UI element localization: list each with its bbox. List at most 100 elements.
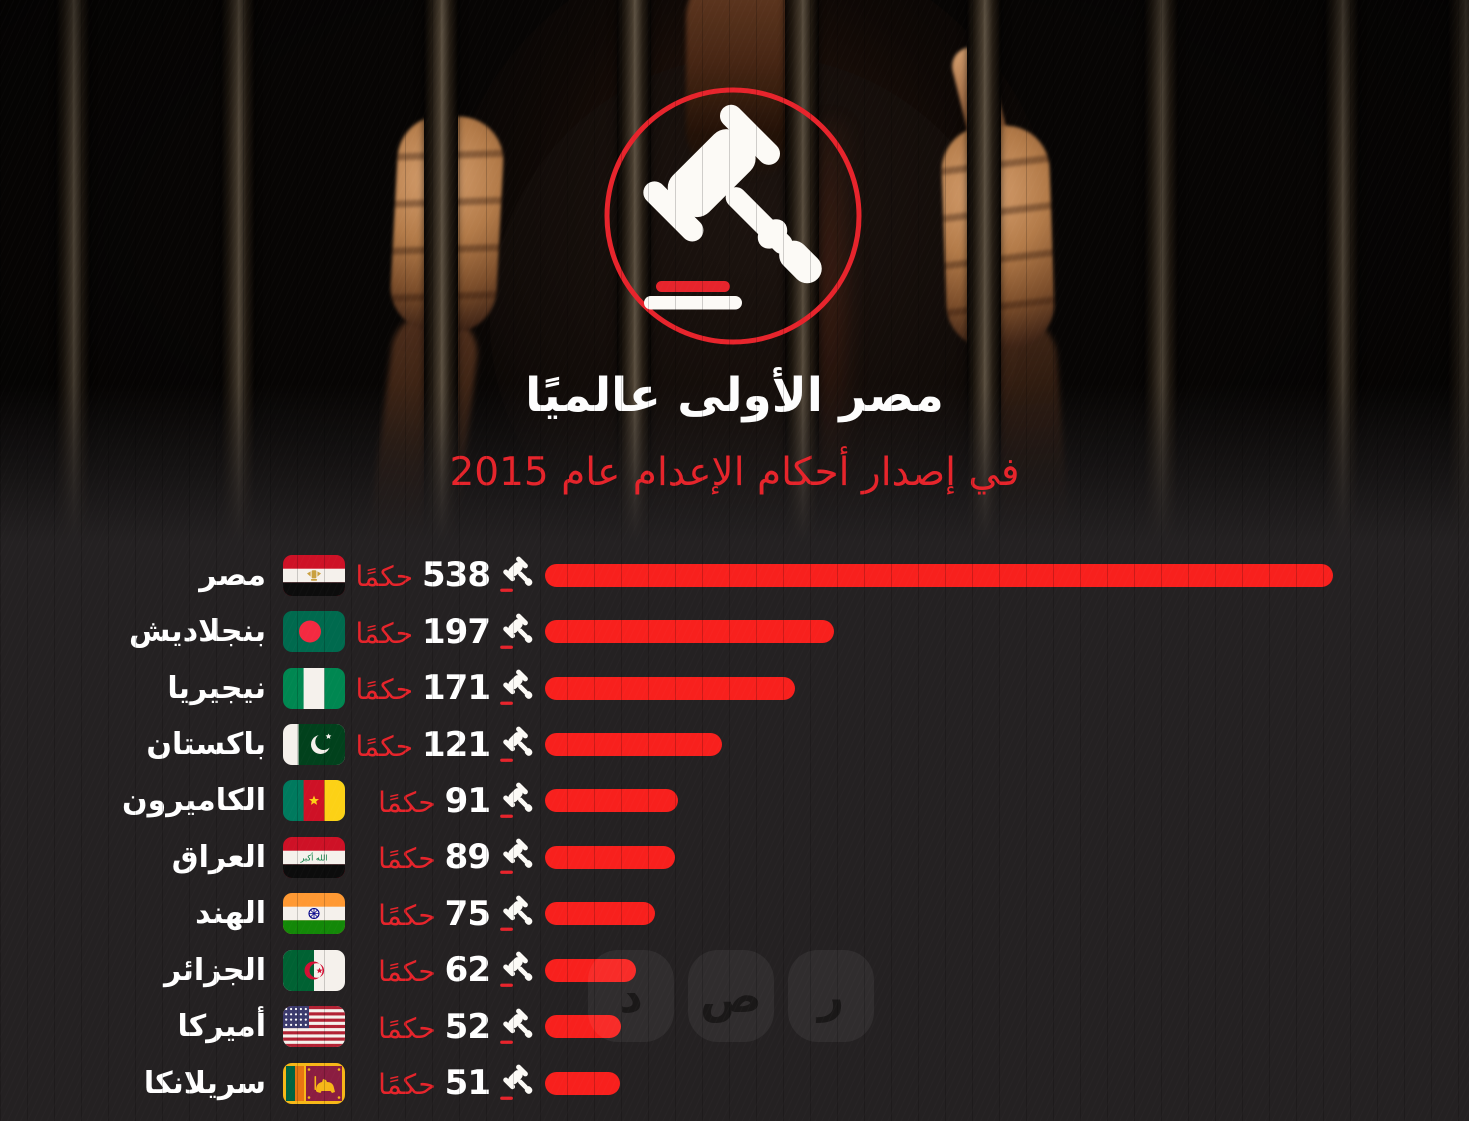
country-name: العراق bbox=[171, 839, 266, 875]
watermark-square: ر bbox=[788, 950, 874, 1042]
gavel-badge-icon bbox=[604, 87, 862, 345]
value-bar bbox=[545, 733, 722, 757]
bar-track bbox=[545, 902, 1469, 926]
country-value: 89 حكمًا bbox=[358, 837, 491, 878]
bar-track bbox=[545, 845, 1469, 869]
value-bar bbox=[545, 789, 678, 813]
watermark-letter: ر bbox=[817, 969, 845, 1023]
country-value: 52 حكمًا bbox=[358, 1007, 491, 1047]
chart-row: نيجيريا 171 حكمًا bbox=[0, 660, 1469, 716]
country-value: 51 حكمًا bbox=[358, 1063, 491, 1104]
value-bar bbox=[545, 676, 795, 700]
chart-row: مصر 538 حكمًا bbox=[0, 547, 1469, 603]
country-name: أميركا bbox=[177, 1009, 266, 1045]
chart-row: سريلانكا 51 حكمًا bbox=[0, 1055, 1469, 1111]
country-value: 91 حكمًا bbox=[358, 780, 491, 821]
country-value: 121 حكمًا bbox=[355, 724, 491, 765]
chart-row: بنجلاديش 197 حكمًا bbox=[0, 603, 1469, 659]
gavel-icon bbox=[497, 894, 537, 934]
gavel-icon bbox=[497, 555, 537, 595]
watermark-letter: ص bbox=[700, 969, 762, 1023]
value-bar bbox=[545, 1071, 620, 1095]
value-number: 538 bbox=[422, 555, 491, 596]
value-bar bbox=[545, 958, 636, 982]
country-value: 75 حكمًا bbox=[358, 893, 491, 934]
country-flag-icon bbox=[283, 780, 345, 822]
chart-row: الجزائر 62 حكمًا bbox=[0, 942, 1469, 998]
value-unit: حكمًا bbox=[355, 673, 414, 707]
country-name: الهند bbox=[195, 896, 266, 932]
country-flag-icon bbox=[283, 893, 345, 935]
bar-track bbox=[545, 1015, 1469, 1039]
value-bar bbox=[545, 620, 834, 644]
country-value: 197 حكمًا bbox=[355, 611, 491, 652]
bar-track bbox=[545, 1071, 1469, 1095]
gavel-icon bbox=[497, 668, 537, 708]
value-unit: حكمًا bbox=[378, 785, 436, 819]
value-bar bbox=[545, 902, 655, 926]
country-name: نيجيريا bbox=[167, 670, 266, 706]
chart-row: أميركا 52 حكمًا bbox=[0, 999, 1469, 1055]
chart-row: العراق 89 حكمًا bbox=[0, 829, 1469, 885]
watermark-letter: د bbox=[619, 969, 643, 1023]
bar-track bbox=[545, 620, 1469, 644]
chart-row: الهند 75 حكمًا bbox=[0, 886, 1469, 942]
value-unit: حكمًا bbox=[378, 1068, 436, 1102]
page-title: مصر الأولى عالميًا bbox=[525, 368, 944, 423]
value-unit: حكمًا bbox=[378, 1011, 436, 1045]
watermark-square: ص bbox=[688, 950, 774, 1042]
value-number: 51 bbox=[444, 1063, 491, 1104]
prison-photo bbox=[0, 0, 1469, 548]
value-unit: حكمًا bbox=[355, 560, 414, 594]
gavel-icon bbox=[497, 781, 537, 821]
value-unit: حكمًا bbox=[378, 842, 436, 876]
value-unit: حكمًا bbox=[355, 616, 414, 650]
country-flag-icon bbox=[283, 611, 345, 653]
bar-track bbox=[545, 563, 1469, 587]
country-flag-icon bbox=[283, 724, 345, 766]
gavel-icon bbox=[497, 725, 537, 765]
value-number: 75 bbox=[444, 893, 491, 934]
watermark-square: د bbox=[588, 950, 674, 1042]
country-flag-icon bbox=[283, 667, 345, 709]
value-number: 121 bbox=[422, 724, 491, 765]
chart-row: الكاميرون 91 حكمًا bbox=[0, 773, 1469, 829]
country-name: بنجلاديش bbox=[129, 614, 266, 650]
bar-chart: مصر 538 حكمًا بنجلاديش 197 حكمًا bbox=[0, 547, 1469, 1111]
bar-track bbox=[545, 733, 1469, 757]
photo-fade bbox=[0, 384, 1469, 548]
country-value: 538 حكمًا bbox=[355, 555, 491, 596]
gavel-icon bbox=[497, 837, 537, 877]
gavel-icon bbox=[497, 1007, 537, 1047]
value-number: 197 bbox=[422, 611, 491, 652]
country-name: الكاميرون bbox=[122, 783, 266, 819]
country-name: الجزائر bbox=[163, 952, 266, 988]
bar-track bbox=[545, 789, 1469, 813]
country-value: 171 حكمًا bbox=[355, 668, 491, 709]
value-number: 171 bbox=[422, 668, 491, 709]
value-unit: حكمًا bbox=[378, 898, 436, 932]
country-flag-icon bbox=[283, 1062, 345, 1104]
gavel-icon bbox=[497, 612, 537, 652]
country-flag-icon bbox=[283, 1006, 345, 1048]
value-bar bbox=[545, 1015, 621, 1039]
country-flag-icon bbox=[283, 949, 345, 991]
country-name: باكستان bbox=[146, 727, 266, 763]
value-number: 91 bbox=[444, 780, 491, 821]
bar-track bbox=[545, 958, 1469, 982]
value-number: 89 bbox=[444, 837, 491, 878]
value-bar bbox=[545, 845, 675, 869]
value-unit: حكمًا bbox=[378, 955, 436, 989]
watermark-logo: د ص ر bbox=[588, 950, 874, 1042]
chart-row: باكستان 121 حكمًا bbox=[0, 716, 1469, 772]
country-name: مصر bbox=[199, 557, 266, 593]
country-flag-icon bbox=[283, 554, 345, 596]
value-bar bbox=[545, 563, 1333, 587]
country-flag-icon bbox=[283, 836, 345, 878]
country-value: 62 حكمًا bbox=[358, 950, 491, 990]
gavel-icon bbox=[497, 1063, 537, 1103]
value-unit: حكمًا bbox=[355, 729, 414, 763]
page-subtitle: في إصدار أحكام الإعدام عام 2015 bbox=[449, 450, 1020, 495]
country-name: سريلانكا bbox=[143, 1065, 266, 1101]
